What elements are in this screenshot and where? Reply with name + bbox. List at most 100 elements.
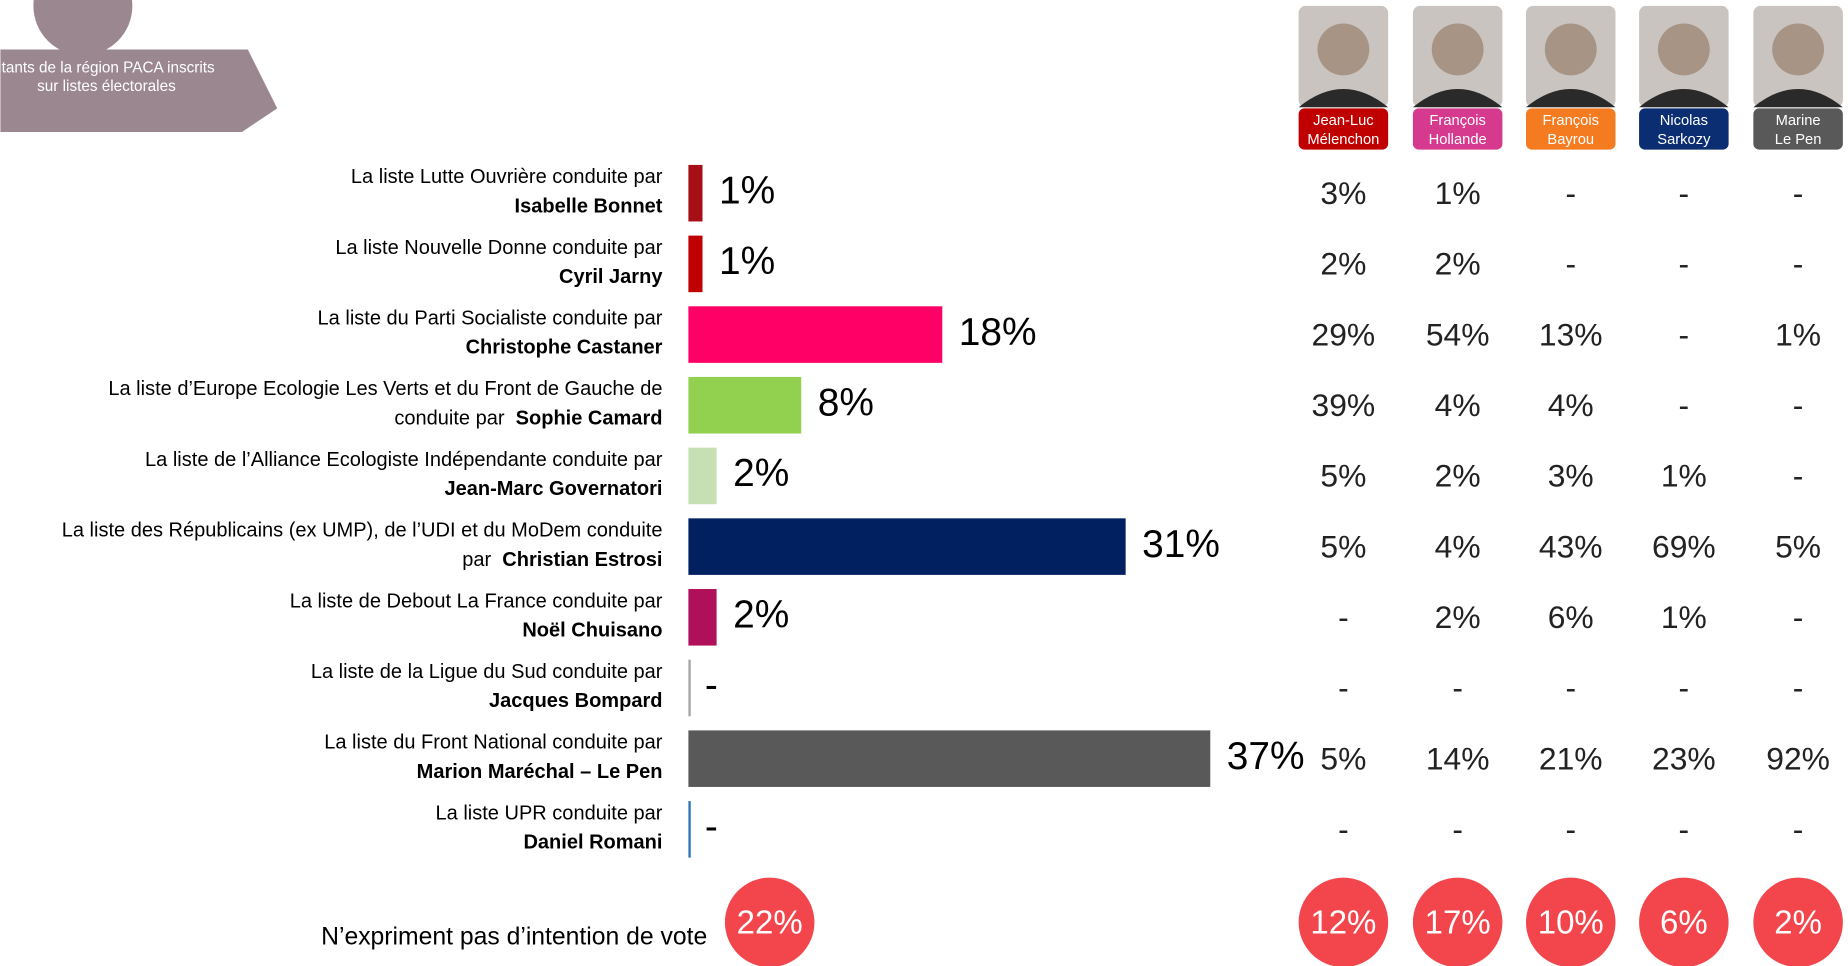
candidate-name: Isabelle Bonnet <box>515 196 663 218</box>
candidate-label: Isabelle Bonnet <box>515 196 663 218</box>
photo-suit <box>1412 88 1503 108</box>
no-opinion-value: 6% <box>1660 903 1708 940</box>
candidate-label: Jacques Bompard <box>489 690 663 712</box>
table-cell: - <box>1679 316 1690 352</box>
candidate-first: Nicolas <box>1660 113 1708 129</box>
bar-baseline <box>688 801 691 858</box>
bar <box>688 447 717 505</box>
photo-suit <box>1298 88 1389 108</box>
candidate-name: Cyril Jarny <box>559 266 663 288</box>
candidate-first: François <box>1543 113 1599 129</box>
candidate-last: Bayrou <box>1547 132 1594 148</box>
table-cell: 5% <box>1320 458 1366 494</box>
table-cell: 21% <box>1539 740 1603 776</box>
value-label: 1% <box>719 169 775 212</box>
candidate-tag <box>1298 108 1389 150</box>
photo-suit <box>1753 88 1843 108</box>
candidate-name: Jacques Bompard <box>489 690 663 712</box>
candidate-label: Jean-Marc Governatori <box>444 478 662 500</box>
no-opinion-value: 12% <box>1310 903 1376 940</box>
table-cell: - <box>1793 599 1804 635</box>
table-cell: 5% <box>1320 740 1366 776</box>
banner-badge <box>33 0 133 56</box>
candidate-last: Le Pen <box>1775 132 1822 148</box>
candidate-last: Hollande <box>1429 132 1487 148</box>
value-label: 2% <box>733 594 789 637</box>
table-cell: 4% <box>1435 528 1481 564</box>
bar <box>688 518 1126 575</box>
category-label: La liste Nouvelle Donne conduite par <box>335 237 662 259</box>
table-cell: 69% <box>1652 528 1716 564</box>
photo-head <box>1772 23 1825 76</box>
table-cell: 1% <box>1661 458 1707 494</box>
table-cell: - <box>1679 175 1690 211</box>
no-opinion-total: 22% <box>737 903 803 940</box>
value-label: 31% <box>1142 523 1220 566</box>
table-cell: - <box>1793 387 1804 423</box>
candidate-tag <box>1639 108 1729 150</box>
candidate-last: Mélenchon <box>1307 132 1379 148</box>
value-label: 18% <box>959 311 1037 354</box>
candidate-first: François <box>1429 113 1485 129</box>
table-cell: - <box>1793 811 1804 847</box>
no-opinion-label: N’expriment pas d’intention de vote <box>321 923 707 950</box>
value-label: - <box>705 664 718 707</box>
no-opinion-value: 17% <box>1425 903 1491 940</box>
table-cell: - <box>1565 246 1576 282</box>
photo-head <box>1544 23 1597 76</box>
banner-text: itants de la région PACA inscrits <box>0 59 215 76</box>
table-cell: - <box>1793 246 1804 282</box>
candidate-first: Jean-Luc <box>1313 113 1374 129</box>
table-cell: - <box>1338 670 1349 706</box>
table-cell: - <box>1338 599 1349 635</box>
table-cell: 23% <box>1652 740 1716 776</box>
candidate-name: Sophie Camard <box>516 408 663 430</box>
no-opinion-circle <box>1753 877 1843 966</box>
category-label: La liste d’Europe Ecologie Les Verts et … <box>108 378 662 400</box>
value-label: 37% <box>1227 735 1305 778</box>
table-cell: 5% <box>1775 528 1821 564</box>
candidate-name: Jean-Marc Governatori <box>444 478 662 500</box>
candidate-label: Daniel Romani <box>523 832 662 854</box>
candidate-last: Sarkozy <box>1657 132 1711 148</box>
table-cell: 1% <box>1435 175 1481 211</box>
no-opinion-circle <box>724 877 815 966</box>
photo-suit <box>1525 88 1616 108</box>
table-cell: - <box>1679 670 1690 706</box>
candidate-name: Christian Estrosi <box>502 549 662 571</box>
bar <box>688 306 943 363</box>
table-cell: - <box>1452 670 1463 706</box>
value-label: 8% <box>818 382 874 425</box>
table-cell: 3% <box>1320 175 1366 211</box>
table-cell: 1% <box>1775 316 1821 352</box>
banner-text: sur listes électorales <box>37 78 176 95</box>
table-cell: - <box>1793 670 1804 706</box>
table-cell: 2% <box>1435 246 1481 282</box>
bar <box>688 376 802 434</box>
photo-suit <box>1639 88 1729 108</box>
no-opinion-circle <box>1412 877 1503 966</box>
no-opinion-circle <box>1298 877 1389 966</box>
table-cell: 92% <box>1766 740 1830 776</box>
photo-head <box>1317 23 1370 76</box>
table-cell: 4% <box>1435 387 1481 423</box>
candidate-tag <box>1412 108 1503 150</box>
table-cell: 14% <box>1426 740 1490 776</box>
candidate-label: Christophe Castaner <box>466 337 663 359</box>
banner: itants de la région PACA inscrits sur li… <box>0 0 278 132</box>
candidate-name: Daniel Romani <box>523 832 662 854</box>
photo-head <box>1657 23 1710 76</box>
table-cell: - <box>1565 175 1576 211</box>
table-cell: - <box>1793 458 1804 494</box>
candidate-name: Christophe Castaner <box>466 337 663 359</box>
candidate-name: Marion Maréchal – Le Pen <box>417 761 663 783</box>
category-label: La liste de la Ligue du Sud conduite par <box>311 661 663 683</box>
candidate-label: Cyril Jarny <box>559 266 663 288</box>
bar-baseline <box>688 659 691 717</box>
candidate-tag <box>1753 108 1843 150</box>
table-cell: - <box>1452 811 1463 847</box>
no-opinion-value: 2% <box>1774 903 1822 940</box>
bar <box>688 235 703 293</box>
category-label: La liste de Debout La France conduite pa… <box>290 590 663 612</box>
table-cell: - <box>1793 175 1804 211</box>
